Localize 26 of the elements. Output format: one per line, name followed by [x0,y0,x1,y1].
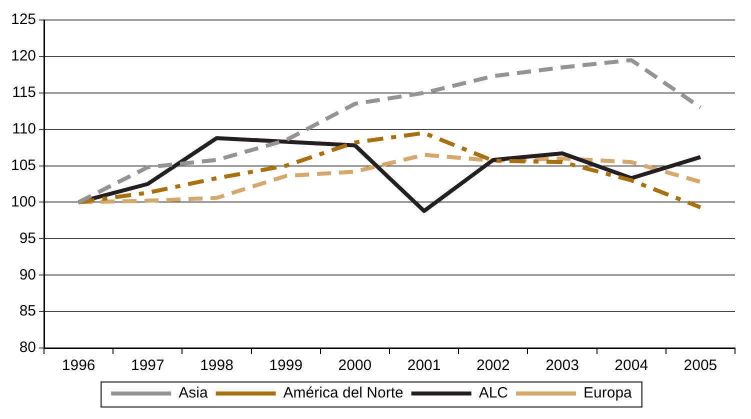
line-series [76,58,702,204]
x-tick-label: 2003 [546,357,579,374]
y-tick-label: 85 [19,302,36,320]
y-tick-label: 115 [12,84,36,102]
legend-label: América del Norte [283,384,404,402]
x-tick-label: 1998 [200,357,234,374]
y-tick-label: 125 [10,11,36,28]
x-tick-label: 2005 [684,357,718,374]
y-tick-label: 80 [19,339,36,356]
y-tick-label: 95 [19,230,36,247]
x-tick-label: 1999 [269,357,303,374]
y-tick-label: 120 [10,48,36,65]
x-tick-label: 1997 [130,357,164,374]
legend-label: Asia [178,384,208,402]
legend-label: ALC [478,384,508,402]
x-tick-label: 2001 [407,357,441,374]
y-tick-label: 105 [10,156,36,174]
line-series [76,152,702,204]
x-tick-label: 2002 [476,357,510,374]
x-tick-label: 2000 [338,357,372,374]
y-tick-label: 110 [12,120,36,138]
y-tick-label: 90 [19,266,36,284]
x-tick-label: 1996 [62,357,96,374]
x-tick-label: 2004 [614,357,648,374]
y-tick-label: 100 [10,193,36,210]
legend-label: Europa [584,384,633,402]
